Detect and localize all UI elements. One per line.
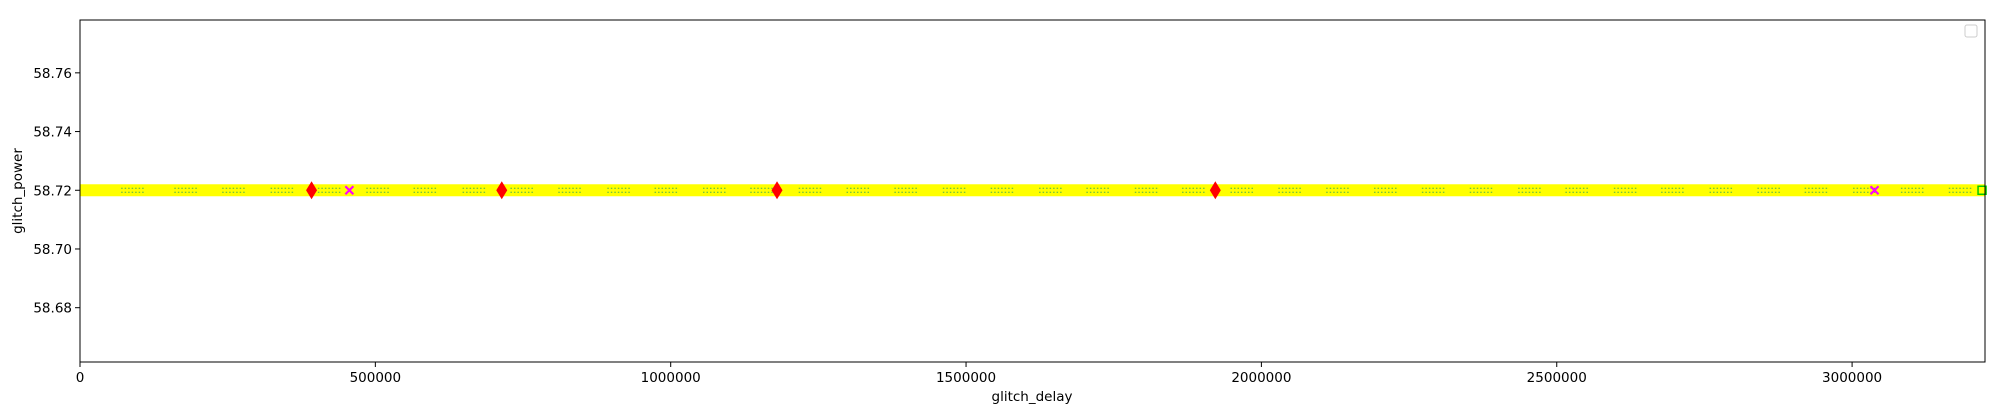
x-tick-label: 3000000 bbox=[1822, 370, 1882, 386]
x-tick-label: 500000 bbox=[350, 370, 402, 386]
x-marker bbox=[1869, 185, 1880, 196]
x-tick-label: 2000000 bbox=[1231, 370, 1291, 386]
square-marker bbox=[1977, 185, 1987, 196]
y-tick-label: 58.74 bbox=[33, 125, 72, 141]
x-tick-label: 1500000 bbox=[936, 370, 996, 386]
legend-box bbox=[1964, 24, 1978, 38]
y-axis-title: glitch_power bbox=[10, 148, 26, 234]
diamond-marker bbox=[771, 181, 783, 200]
diamond-marker bbox=[1209, 181, 1221, 200]
y-tick-label: 58.76 bbox=[33, 66, 72, 82]
x-tick-label: 0 bbox=[76, 370, 85, 386]
markers-layer bbox=[306, 181, 1987, 200]
data-band-layer bbox=[80, 184, 1985, 197]
diamond-marker bbox=[306, 181, 318, 200]
diamond-marker bbox=[496, 181, 508, 200]
x-marker bbox=[344, 185, 355, 196]
x-tick-label: 1000000 bbox=[641, 370, 701, 386]
x-tick-label: 2500000 bbox=[1527, 370, 1587, 386]
y-tick-label: 58.70 bbox=[33, 242, 72, 258]
y-tick-label: 58.68 bbox=[33, 301, 72, 317]
y-tick-label: 58.72 bbox=[33, 183, 72, 199]
y-ticks: 58.68 58.70 58.72 58.74 58.76 bbox=[33, 66, 80, 317]
x-ticks: 0 500000 1000000 1500000 2000000 2500000 30000… bbox=[76, 362, 1882, 386]
x-axis-title: glitch_delay bbox=[992, 389, 1073, 405]
axes-frame bbox=[79, 19, 1986, 363]
data-band bbox=[80, 184, 1985, 197]
